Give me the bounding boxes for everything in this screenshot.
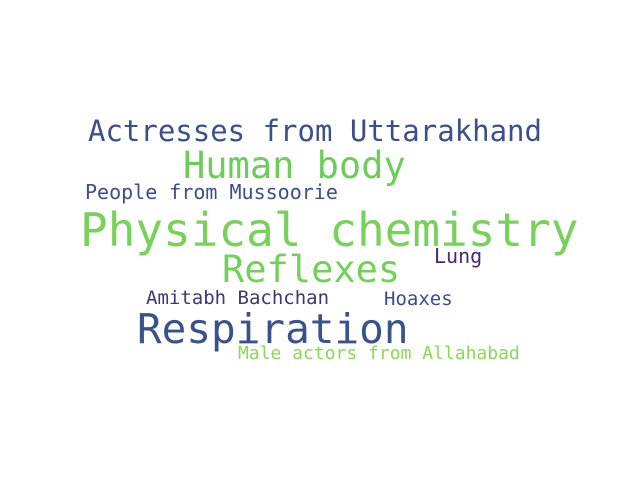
word-hoaxes: Hoaxes	[384, 288, 453, 310]
word-male-actors-from-allahabad: Male actors from Allahabad	[238, 343, 520, 364]
word-actresses-from-uttarakhand: Actresses from Uttarakhand	[88, 114, 542, 148]
word-amitabh-bachchan: Amitabh Bachchan	[146, 287, 330, 309]
word-lung: Lung	[434, 244, 483, 268]
word-respiration: Respiration	[137, 305, 409, 353]
word-people-from-mussoorie: People from Mussoorie	[85, 180, 338, 204]
word-reflexes: Reflexes	[222, 248, 401, 291]
word-human-body: Human body	[183, 144, 406, 187]
word-physical-chemistry: Physical chemistry	[80, 203, 579, 257]
